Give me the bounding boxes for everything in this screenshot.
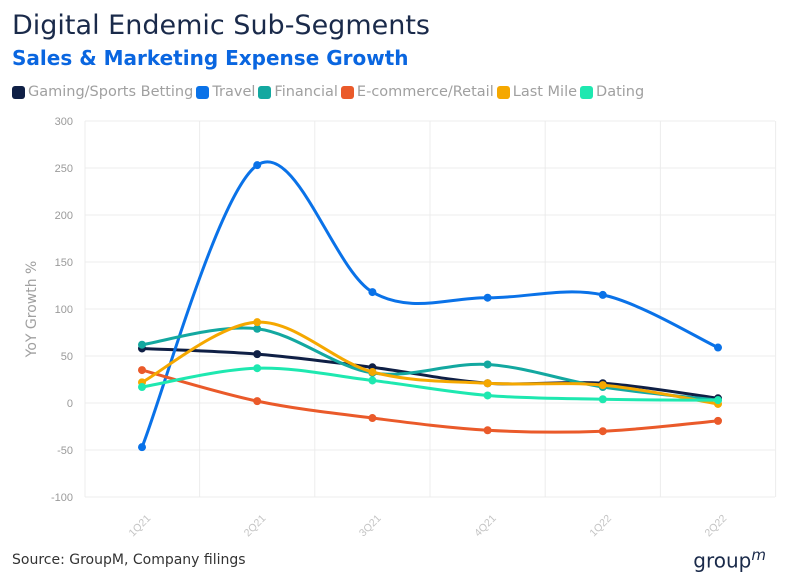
source-note: Source: GroupM, Company filings bbox=[12, 552, 246, 568]
data-point bbox=[253, 161, 262, 170]
legend-item: Last Mile bbox=[496, 84, 578, 100]
data-point bbox=[138, 383, 146, 392]
y-tick-label: 100 bbox=[55, 304, 73, 316]
y-tick-label: 50 bbox=[61, 351, 73, 363]
series-line bbox=[140, 320, 720, 406]
y-tick-label: 150 bbox=[55, 257, 73, 269]
data-point bbox=[483, 391, 492, 400]
data-point bbox=[253, 397, 262, 406]
legend-label: Last Mile bbox=[512, 84, 578, 100]
legend-label: E-commerce/Retail bbox=[356, 84, 494, 100]
x-tick-label: 1Q21 bbox=[127, 512, 154, 539]
chart-subtitle: Sales & Marketing Expense Growth bbox=[12, 46, 409, 70]
data-point bbox=[138, 340, 146, 349]
data-point bbox=[253, 324, 262, 333]
y-tick-label: -100 bbox=[51, 492, 73, 504]
y-tick-label: 0 bbox=[67, 398, 73, 410]
data-point bbox=[138, 443, 146, 452]
data-point bbox=[368, 288, 377, 297]
x-tick-label: 4Q21 bbox=[472, 512, 499, 539]
series-line bbox=[140, 366, 720, 402]
legend-swatch bbox=[12, 85, 25, 99]
x-tick-label: 2Q22 bbox=[703, 512, 730, 539]
y-axis-label: YoY Growth % bbox=[24, 261, 40, 359]
data-point bbox=[598, 427, 607, 436]
y-tick-label: 300 bbox=[55, 116, 73, 128]
legend-label: Gaming/Sports Betting bbox=[28, 84, 194, 100]
data-point bbox=[598, 395, 607, 404]
x-tick-label: 1Q22 bbox=[587, 512, 614, 539]
series-line bbox=[140, 326, 720, 402]
legend-item: Gaming/Sports Betting bbox=[12, 84, 193, 100]
data-point bbox=[368, 376, 377, 385]
legend-item: E-commerce/Retail bbox=[340, 84, 494, 100]
data-point bbox=[598, 290, 607, 299]
groupm-logo: groupm bbox=[693, 546, 766, 573]
data-point bbox=[714, 396, 722, 405]
series-line bbox=[140, 368, 720, 434]
legend-item: Travel bbox=[196, 84, 255, 100]
legend-swatch bbox=[196, 85, 210, 99]
y-tick-label: -50 bbox=[57, 445, 73, 457]
data-point bbox=[483, 360, 492, 369]
chart-legend: Gaming/Sports Betting Travel Financial E-co… bbox=[12, 84, 647, 100]
data-point bbox=[483, 426, 492, 435]
axis-layer: 300 250 200 150 100 50 0 -50 -100 1Q21 2Q21 3Q21 4Q2… bbox=[24, 116, 729, 539]
legend-item: Financial bbox=[258, 84, 338, 100]
data-point bbox=[714, 416, 722, 425]
legend-swatch bbox=[340, 85, 354, 99]
chart-title: Digital Endemic Sub-Segments bbox=[12, 10, 430, 41]
data-point bbox=[483, 293, 492, 302]
legend-swatch bbox=[580, 85, 594, 99]
data-point bbox=[368, 367, 377, 376]
data-point bbox=[714, 343, 722, 352]
data-point bbox=[598, 381, 607, 390]
data-point bbox=[483, 379, 492, 388]
data-point bbox=[138, 366, 146, 375]
series-line bbox=[140, 346, 720, 400]
grid-layer bbox=[84, 120, 777, 498]
y-tick-label: 250 bbox=[55, 163, 73, 175]
legend-item: Dating bbox=[580, 84, 644, 100]
data-point bbox=[253, 350, 262, 359]
legend-swatch bbox=[258, 85, 272, 99]
y-tick-label: 200 bbox=[55, 210, 73, 222]
x-tick-label: 2Q21 bbox=[242, 512, 269, 539]
data-point bbox=[368, 414, 377, 423]
legend-label: Financial bbox=[274, 84, 338, 100]
legend-swatch bbox=[496, 85, 510, 99]
series-layer bbox=[138, 160, 722, 452]
legend-label: Dating bbox=[596, 84, 645, 100]
x-tick-label: 3Q21 bbox=[357, 512, 384, 539]
data-point bbox=[253, 364, 262, 373]
data-point bbox=[253, 318, 262, 327]
legend-label: Travel bbox=[212, 84, 256, 100]
